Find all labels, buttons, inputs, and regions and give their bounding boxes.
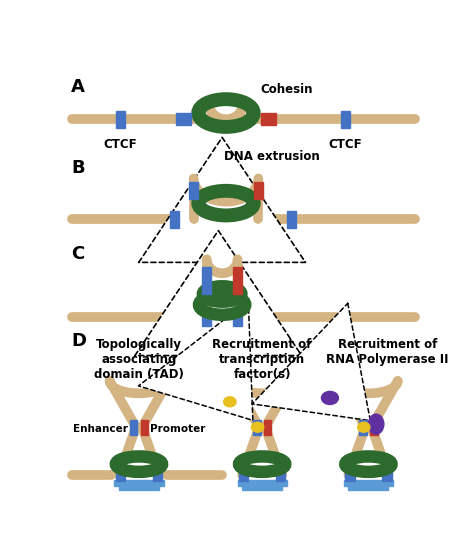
Bar — [359, 419, 367, 435]
Bar — [253, 419, 261, 435]
Bar — [287, 211, 296, 228]
Bar — [153, 470, 162, 481]
Bar — [130, 419, 137, 435]
Ellipse shape — [321, 392, 338, 404]
Text: D: D — [71, 333, 86, 350]
Ellipse shape — [251, 422, 264, 432]
Bar — [233, 267, 242, 295]
Bar — [344, 480, 393, 486]
Ellipse shape — [368, 414, 384, 434]
Bar — [116, 470, 125, 481]
Bar — [119, 486, 159, 490]
Text: C: C — [71, 246, 84, 263]
Bar — [233, 309, 242, 325]
Text: Cohesin: Cohesin — [261, 84, 313, 96]
Text: DNA extrusion: DNA extrusion — [224, 150, 319, 163]
Text: CTCF: CTCF — [328, 138, 362, 151]
Bar — [202, 267, 211, 295]
Bar — [346, 470, 355, 481]
Bar — [341, 111, 349, 128]
Text: Topologically
associating
domain (TAD): Topologically associating domain (TAD) — [94, 338, 184, 381]
Bar — [239, 470, 248, 481]
Bar — [170, 211, 179, 228]
Text: Recruitment of
transcription
factor(s): Recruitment of transcription factor(s) — [212, 338, 312, 381]
Text: CTCF: CTCF — [104, 138, 137, 151]
Bar — [264, 419, 272, 435]
Bar — [370, 419, 378, 435]
Ellipse shape — [358, 422, 370, 432]
Ellipse shape — [224, 397, 236, 407]
Bar — [176, 113, 191, 125]
Bar — [116, 111, 125, 128]
Bar — [202, 309, 211, 325]
Bar — [237, 480, 287, 486]
Bar — [242, 486, 282, 490]
Text: Enhancer: Enhancer — [73, 424, 128, 434]
Bar — [261, 113, 276, 125]
Bar — [383, 470, 392, 481]
Text: Recruitment of
RNA Polymerase II: Recruitment of RNA Polymerase II — [327, 338, 449, 366]
Text: Promoter: Promoter — [150, 424, 205, 434]
Bar — [254, 182, 263, 199]
Bar — [348, 486, 389, 490]
Bar — [276, 470, 285, 481]
Bar — [140, 419, 148, 435]
Text: B: B — [71, 159, 85, 177]
Text: A: A — [71, 77, 85, 96]
Bar — [189, 182, 198, 199]
Bar — [114, 480, 164, 486]
